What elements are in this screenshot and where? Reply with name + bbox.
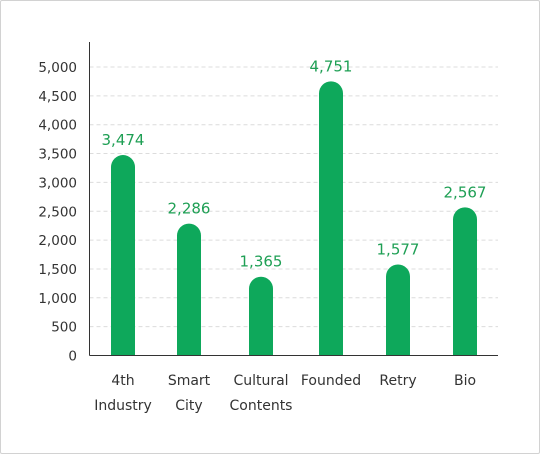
y-tick-label: 1,000 bbox=[38, 291, 77, 307]
x-tick-label: 4th bbox=[111, 373, 134, 389]
y-tick-label: 5,000 bbox=[38, 60, 77, 76]
y-tick-label: 4,000 bbox=[38, 118, 77, 134]
bars bbox=[111, 81, 477, 356]
data-label: 3,474 bbox=[102, 131, 145, 149]
grid-lines bbox=[89, 66, 498, 328]
bar bbox=[249, 276, 273, 356]
y-tick-label: 500 bbox=[51, 320, 77, 336]
data-label: 2,567 bbox=[444, 183, 487, 201]
x-tick-label: Cultural bbox=[233, 373, 288, 389]
data-label: 1,365 bbox=[240, 253, 283, 271]
y-tick-label: 3,500 bbox=[38, 147, 77, 163]
y-tick-label: 4,500 bbox=[38, 89, 77, 105]
x-tick-label: Industry bbox=[94, 398, 152, 414]
x-tick-label: City bbox=[175, 398, 202, 414]
x-axis: 4th Industry Smart City Cultural Contents Foun… bbox=[89, 355, 498, 414]
bar bbox=[453, 207, 477, 356]
x-tick-label: Retry bbox=[379, 373, 416, 389]
y-tick-label: 0 bbox=[68, 349, 77, 365]
data-label: 4,751 bbox=[310, 57, 353, 75]
x-tick-label: Contents bbox=[230, 398, 293, 414]
x-tick-label: Bio bbox=[454, 373, 476, 389]
x-tick-label: Smart bbox=[168, 373, 211, 389]
y-axis: 0 500 1,000 1,500 2,000 2,500 3,000 3,500 4,000 4… bbox=[38, 42, 90, 365]
bar bbox=[386, 264, 410, 356]
y-tick-label: 2,000 bbox=[38, 233, 77, 249]
bar bbox=[111, 155, 135, 356]
y-tick-label: 3,000 bbox=[38, 175, 77, 191]
bar bbox=[177, 223, 201, 356]
data-labels: 3,474 2,286 1,365 4,751 1,577 2,567 bbox=[102, 57, 487, 270]
data-label: 1,577 bbox=[377, 241, 420, 259]
y-tick-label: 1,500 bbox=[38, 262, 77, 278]
bar bbox=[319, 81, 343, 356]
x-tick-label: Founded bbox=[301, 373, 361, 389]
data-label: 2,286 bbox=[168, 200, 211, 218]
y-tick-label: 2,500 bbox=[38, 204, 77, 220]
